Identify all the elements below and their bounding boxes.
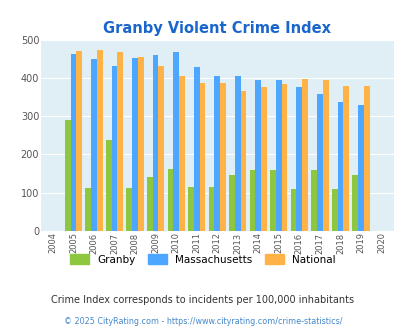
Bar: [138, 57, 143, 231]
Bar: [337, 102, 343, 231]
Bar: [158, 66, 164, 231]
Bar: [249, 170, 255, 231]
Bar: [85, 188, 91, 231]
Bar: [296, 87, 301, 231]
Bar: [311, 170, 316, 231]
Bar: [331, 189, 337, 231]
Bar: [147, 177, 152, 231]
Bar: [106, 140, 111, 231]
Bar: [255, 80, 260, 231]
Bar: [65, 120, 70, 231]
Bar: [269, 170, 275, 231]
Bar: [352, 176, 357, 231]
Legend: Granby, Massachusetts, National: Granby, Massachusetts, National: [66, 250, 339, 269]
Bar: [91, 59, 97, 231]
Bar: [228, 175, 234, 231]
Bar: [199, 83, 205, 231]
Bar: [97, 50, 102, 231]
Bar: [275, 80, 281, 231]
Bar: [188, 187, 193, 231]
Bar: [152, 54, 158, 231]
Text: © 2025 CityRating.com - https://www.cityrating.com/crime-statistics/: © 2025 CityRating.com - https://www.city…: [64, 317, 341, 326]
Title: Granby Violent Crime Index: Granby Violent Crime Index: [103, 21, 330, 36]
Bar: [126, 188, 132, 231]
Bar: [240, 90, 246, 231]
Bar: [316, 94, 322, 231]
Bar: [167, 169, 173, 231]
Bar: [357, 106, 363, 231]
Bar: [301, 79, 307, 231]
Bar: [234, 76, 240, 231]
Bar: [111, 66, 117, 231]
Bar: [76, 51, 82, 231]
Bar: [363, 86, 369, 231]
Bar: [214, 76, 220, 231]
Bar: [208, 187, 214, 231]
Bar: [290, 189, 296, 231]
Bar: [117, 52, 123, 231]
Bar: [173, 52, 179, 231]
Bar: [260, 87, 266, 231]
Bar: [193, 67, 199, 231]
Bar: [322, 80, 328, 231]
Text: Crime Index corresponds to incidents per 100,000 inhabitants: Crime Index corresponds to incidents per…: [51, 295, 354, 305]
Bar: [220, 83, 225, 231]
Bar: [281, 84, 287, 231]
Bar: [132, 58, 138, 231]
Bar: [70, 54, 76, 231]
Bar: [179, 76, 184, 231]
Bar: [343, 85, 348, 231]
